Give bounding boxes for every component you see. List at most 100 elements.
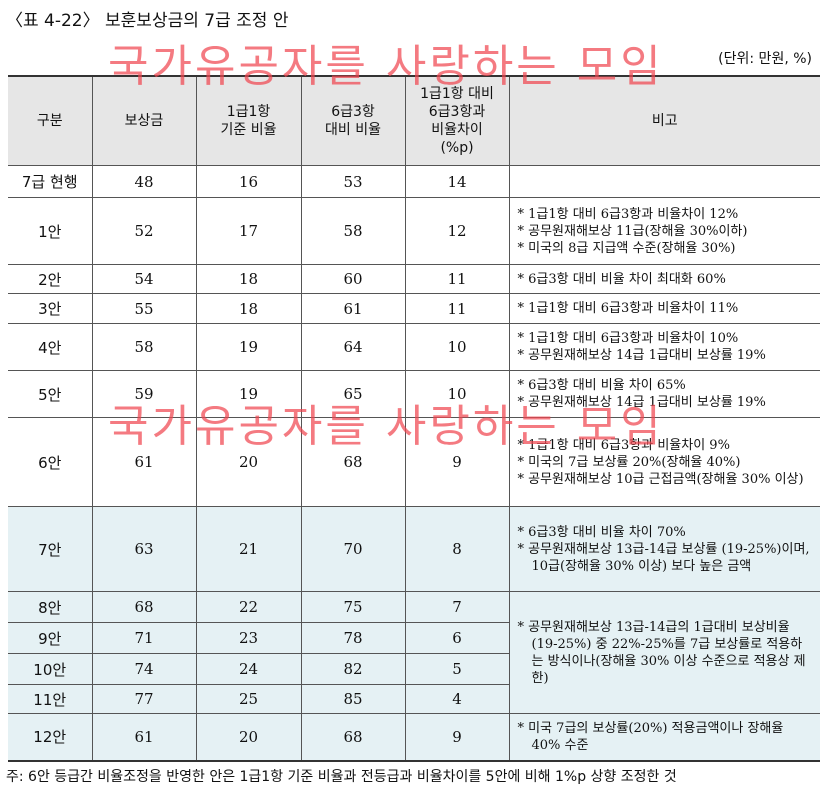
column-header: 비고 [508, 75, 820, 166]
note-item: * 미국의 7급 보상률 20%(장해율 40%) [517, 454, 741, 470]
cell-value: 7 [404, 591, 510, 623]
note-item: * 공무원재해보상 11급(장해율 30%이하) [517, 223, 748, 239]
row-label: 4안 [8, 323, 93, 371]
cell-value: 11 [404, 293, 510, 324]
note-cell: * 1급1항 대비 6급3항과 비율차이 9% * 미국의 7급 보상률 20%(… [508, 417, 820, 507]
cell-value: 16 [195, 165, 302, 198]
note-item: * 공무원재해보상 13급-14급 보상률 (19-25%)이며, 10급(장해… [517, 541, 810, 574]
column-header: 구분 [8, 75, 93, 166]
table-row: 5안 59 19 65 10 * 6급3항 대비 비율 차이 65% * 공무원재해보상 1… [8, 370, 820, 418]
compensation-table: 구분 보상금 1급1항 기준 비율 6급3항 대비 비율 1급1항 대비 6급3항과 비… [8, 75, 820, 762]
cell-value: 9 [404, 713, 510, 761]
cell-value: 10 [404, 370, 510, 418]
cell-value: 61 [91, 713, 197, 761]
cell-value: 52 [91, 197, 197, 265]
cell-value: 10 [404, 323, 510, 371]
cell-value: 78 [300, 622, 406, 654]
table-row: 3안 55 18 61 11 * 1급1항 대비 6급3항과 비율차이 11% [8, 293, 820, 324]
cell-value: 75 [300, 591, 406, 623]
cell-value: 65 [300, 370, 406, 418]
row-label: 11안 [8, 684, 93, 714]
cell-value: 20 [195, 417, 302, 507]
row-label: 7안 [8, 506, 93, 592]
cell-value: 53 [300, 165, 406, 198]
table-row: 4안 58 19 64 10 * 1급1항 대비 6급3항과 비율차이 10% * 공무원재… [8, 323, 820, 371]
column-header: 1급1항 대비 6급3항과 비율차이 (%p) [404, 75, 510, 166]
cell-value: 23 [195, 622, 302, 654]
cell-value: 17 [195, 197, 302, 265]
row-label: 6안 [8, 417, 93, 507]
cell-value: 4 [404, 684, 509, 714]
note-item: * 미국의 8급 지급액 수준(장해율 30%) [517, 240, 736, 256]
note-item: * 6급3항 대비 비율 차이 최대화 60% [517, 271, 726, 287]
table-row: 12안 61 20 68 9 * 미국 7급의 보상률(20%) 적용금액이나 장해율 4… [8, 713, 820, 761]
note-cell: * 미국 7급의 보상률(20%) 적용금액이나 장해율 40% 수준 [508, 713, 820, 761]
cell-value: 68 [300, 417, 406, 507]
table-row: 7급 현행 48 16 53 14 [8, 165, 820, 198]
row-label: 1안 [8, 197, 93, 265]
column-header: 보상금 [91, 75, 197, 166]
cell-value: 18 [195, 293, 302, 324]
note-item: * 공무원재해보상 10급 근접금액(장해율 30% 이상) [517, 471, 804, 487]
cell-value: 61 [91, 417, 197, 507]
cell-value: 19 [195, 323, 302, 371]
cell-value: 85 [300, 684, 406, 714]
note-item: * 1급1항 대비 6급3항과 비율차이 12% [517, 206, 739, 222]
row-label: 3안 [8, 293, 93, 324]
note-item: * 6급3항 대비 비율 차이 70% [517, 524, 686, 540]
row-label: 2안 [8, 264, 93, 294]
note-cell: * 6급3항 대비 비율 차이 65% * 공무원재해보상 14급 1급대비 보상… [508, 370, 820, 418]
cell-value: 9 [404, 417, 510, 507]
row-label: 7급 현행 [8, 165, 93, 198]
note-item: * 1급1항 대비 6급3항과 비율차이 11% [517, 301, 739, 316]
cell-value: 18 [195, 264, 302, 294]
cell-value: 77 [91, 684, 197, 714]
cell-value: 11 [404, 264, 510, 294]
cell-value: 25 [195, 684, 302, 714]
note-item: * 공무원재해보상 14급 1급대비 보상률 19% [517, 348, 766, 363]
cell-value: 20 [195, 713, 302, 761]
cell-value: 6 [404, 622, 509, 654]
note-cell: * 6급3항 대비 비율 차이 최대화 60% [508, 264, 820, 294]
cell-value: 60 [300, 264, 406, 294]
table-row: 2안 54 18 60 11 * 6급3항 대비 비율 차이 최대화 60% [8, 264, 820, 294]
note-item: * 1급1항 대비 6급3항과 비율차이 10% [517, 331, 739, 346]
table-row: 11안 77 25 85 4 [8, 684, 820, 714]
cell-value: 21 [195, 506, 302, 592]
cell-value: 63 [91, 506, 197, 592]
cell-value: 61 [300, 293, 406, 324]
table-row: 10안 74 24 82 5 [8, 653, 820, 685]
table-row: 8안 68 22 75 7 * 공무원재해보상 13급-14급의 1급대비 보상비율(19… [8, 591, 820, 714]
cell-value: 12 [404, 197, 510, 265]
column-header: 6급3항 대비 비율 [300, 75, 406, 166]
cell-value: 82 [300, 653, 406, 685]
cell-value: 74 [91, 653, 197, 685]
note-item: * 6급3항 대비 비율 차이 65% [517, 378, 686, 393]
table-row: 1안 52 17 58 12 * 1급1항 대비 6급3항과 비율차이 12% * 공무원재… [8, 197, 820, 265]
table-row: 6안 61 20 68 9 * 1급1항 대비 6급3항과 비율차이 9% * 미국의 7급… [8, 417, 820, 507]
cell-value: 8 [404, 506, 510, 592]
column-header: 1급1항 기준 비율 [195, 75, 302, 166]
cell-value: 19 [195, 370, 302, 418]
note-item: * 1급1항 대비 6급3항과 비율차이 9% [517, 437, 730, 453]
cell-value: 68 [91, 591, 197, 623]
cell-value: 71 [91, 622, 197, 654]
cell-value: 5 [404, 653, 509, 685]
cell-value: 58 [91, 323, 197, 371]
note-cell: * 1급1항 대비 6급3항과 비율차이 11% [508, 293, 820, 324]
note-cell: * 공무원재해보상 13급-14급의 1급대비 보상비율(19-25%) 중 2… [508, 591, 820, 714]
row-label: 5안 [8, 370, 93, 418]
row-label: 8안 [8, 591, 93, 623]
note-cell [508, 165, 820, 198]
cell-value: 55 [91, 293, 197, 324]
cell-value: 58 [300, 197, 406, 265]
note-item: * 공무원재해보상 13급-14급의 1급대비 보상비율(19-25%) 중 2… [517, 619, 806, 686]
cell-value: 24 [195, 653, 302, 685]
note-item: * 공무원재해보상 14급 1급대비 보상률 19% [517, 395, 766, 410]
note-cell: * 6급3항 대비 비율 차이 70% * 공무원재해보상 13급-14급 보상률… [508, 506, 820, 592]
cell-value: 70 [300, 506, 406, 592]
note-cell: * 1급1항 대비 6급3항과 비율차이 12% * 공무원재해보상 11급(장해… [508, 197, 820, 265]
cell-value: 68 [300, 713, 406, 761]
cell-value: 48 [91, 165, 197, 198]
cell-value: 22 [195, 591, 302, 623]
